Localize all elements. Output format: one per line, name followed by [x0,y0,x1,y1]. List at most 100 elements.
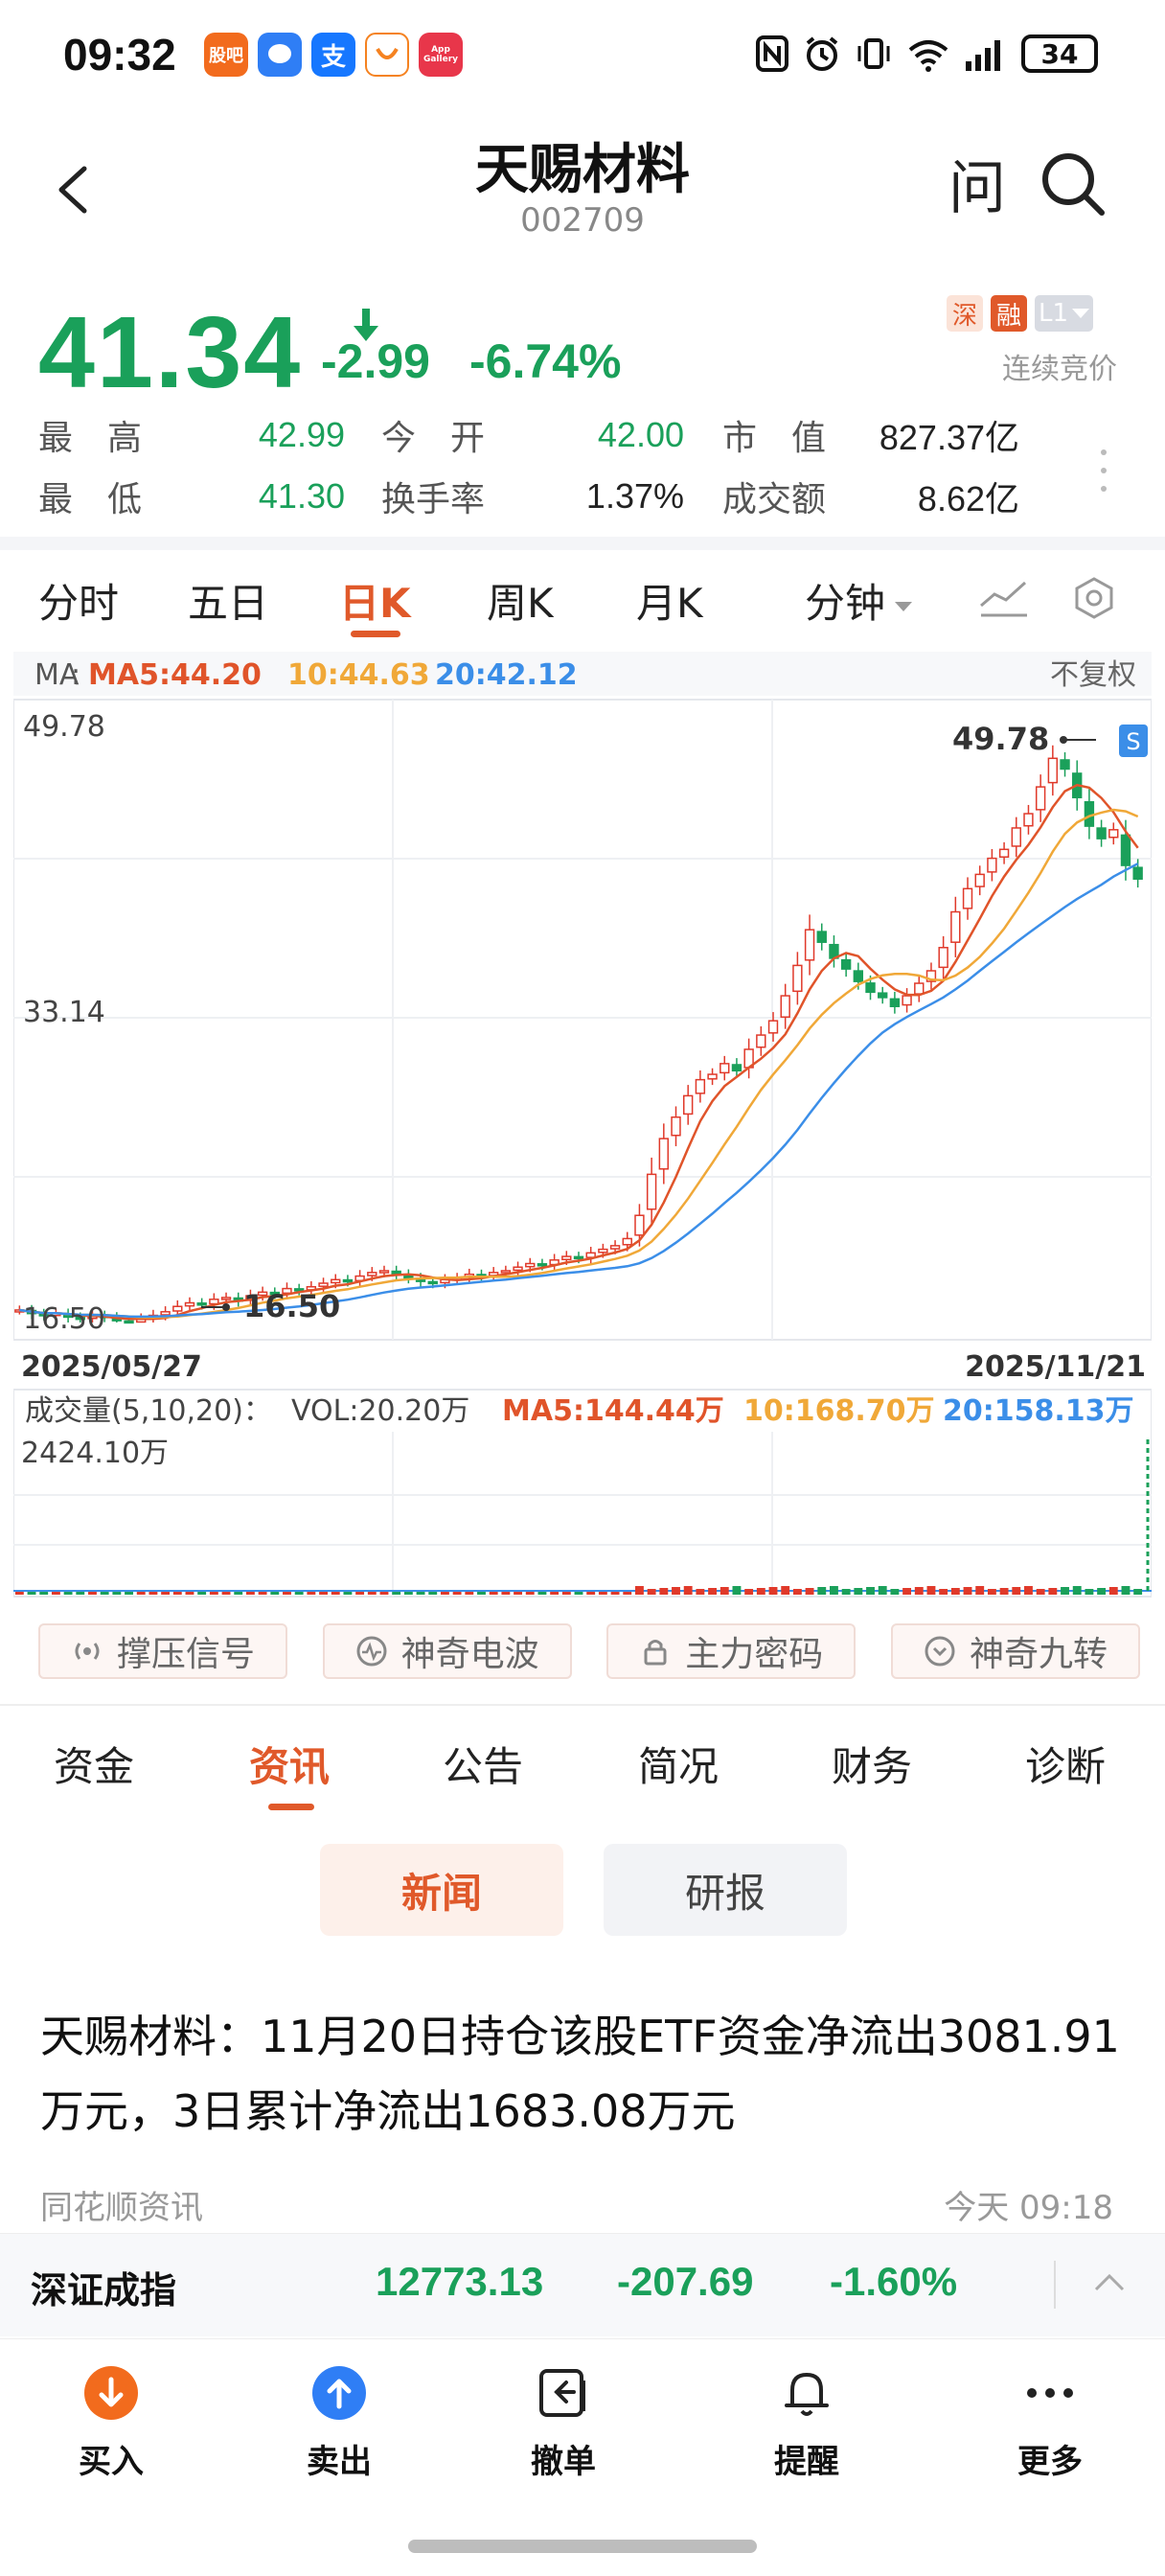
candle-body [622,1237,632,1246]
line-chart-icon[interactable] [977,577,1031,619]
tab-monthly-k[interactable]: 月K [636,580,703,627]
magic-nine-turn-button[interactable]: 神奇九转 [890,1623,1140,1679]
volume-bar [63,1592,73,1595]
volume-bar [598,1592,607,1595]
volume-bar [1012,1587,1021,1595]
index-ticker-bar[interactable]: 深证成指 12773.13 -207.69 -1.60% [0,2233,1165,2336]
candle-body [537,1263,548,1267]
main-force-code-button[interactable]: 主力密码 [606,1623,857,1679]
volume-bar [452,1592,462,1595]
volume-bar [355,1592,365,1595]
more-button[interactable]: 更多 [993,2364,1108,2482]
candle-body [342,1278,354,1283]
alert-button[interactable]: 提醒 [749,2364,864,2482]
volume-bar [792,1589,802,1595]
volume-bar [744,1589,754,1595]
volume-bar [403,1592,413,1595]
candle-body [902,995,912,1006]
shenzhen-badge: 深 [947,295,983,332]
candle-body [1060,759,1070,770]
bell-icon [778,2364,835,2422]
support-resistance-signal-button[interactable]: 撑压信号 [38,1623,287,1679]
adjust-label[interactable]: 不复权 [1050,658,1136,692]
tab-minute[interactable]: 分钟 [805,571,913,630]
candle-body [196,1302,207,1306]
back-button[interactable] [46,151,103,228]
volume-bar [866,1587,875,1595]
tab-intraday[interactable]: 分时 [38,580,120,627]
candle-body [938,947,948,969]
index-value: 12773.13 [376,2259,544,2304]
tab-weekly-k[interactable]: 周K [487,580,554,627]
signal-s-icon[interactable] [1119,724,1148,757]
candle-body [914,982,925,995]
volume-bar [999,1588,1009,1595]
tab-diagnosis[interactable]: 诊断 [1025,1743,1107,1790]
volume-bar [221,1592,231,1595]
candle-body [1023,813,1034,827]
candle-body [987,857,997,873]
tab-funds[interactable]: 资金 [54,1743,135,1790]
quote-panel: 41.34 -2.99 -6.74% 深 融 L1 连续竞价 最 高 42.99… [0,268,1165,537]
volume-bar [428,1592,438,1595]
tab-daily-k[interactable]: 日K [339,580,411,627]
news-subtab[interactable]: 新闻 [320,1844,563,1936]
candle-body [780,995,790,1018]
tab-announcements[interactable]: 公告 [443,1743,524,1790]
section-divider [0,1704,1165,1706]
kline-chart-svg[interactable]: MA : MA5:44.20 10:44.63 20:42.12 不复权 49.… [13,652,1152,1610]
candle-body [184,1301,195,1307]
volume-bar [379,1592,389,1595]
battery-indicator: 34 [1021,34,1098,73]
status-indicators: 34 [755,33,1098,75]
tab-profile[interactable]: 简况 [638,1743,720,1790]
volume-bar [14,1592,24,1595]
magic-wave-button[interactable]: 神奇电波 [322,1623,572,1679]
cancel-order-icon [535,2364,592,2422]
buy-button[interactable]: 买入 [54,2364,169,2482]
research-report-subtab[interactable]: 研报 [604,1844,847,1936]
volume-bar [817,1587,827,1595]
stat-market-cap: 827.37亿 [879,418,1019,457]
volume-bar [307,1592,316,1595]
cancel-order-button[interactable]: 撤单 [506,2364,621,2482]
candle-body [804,929,815,961]
volume-bar [768,1587,778,1595]
candle-body [925,970,937,982]
signal-s-glyph: S [1126,728,1140,755]
kline-chart[interactable]: MA : MA5:44.20 10:44.63 20:42.12 不复权 49.… [13,652,1152,1610]
tab-financials[interactable]: 财务 [832,1743,913,1790]
candle-body [720,1063,730,1074]
candle-body [573,1255,584,1260]
candle-body [124,1320,134,1324]
stat-low: 41.30 [258,476,345,516]
more-vertical-icon[interactable] [1100,447,1108,494]
tab-news-info[interactable]: 资讯 [249,1743,331,1790]
ask-button[interactable]: 问 [948,155,1006,222]
news-item-title[interactable]: 天赐材料：11月20日持仓该股ETF资金净流出3081.91万元，3日累计净流出… [40,2011,1120,2137]
search-button[interactable] [1037,148,1109,220]
chevron-down-icon [895,601,913,611]
high-marker-label: 49.78 [952,721,1049,757]
signal-icon [964,33,1008,75]
stats-row-1: 最 高 42.99 今 开 42.00 市 值 827.37亿 [38,410,1019,460]
info-tabs: 资金 资讯 公告 简况 财务 诊断 [0,1706,1165,1811]
volume-bar [1048,1588,1058,1595]
volume-bar [27,1592,36,1595]
vibrate-icon [855,33,893,75]
ma-legend-prefix: MA [34,658,80,692]
chevron-up-icon[interactable] [1092,2268,1127,2297]
sell-button[interactable]: 卖出 [282,2364,397,2482]
price-grid [13,700,1152,1340]
news-time: 今天 09:18 [944,2189,1113,2227]
tab-five-day[interactable]: 五日 [188,580,269,627]
search-icon [1042,153,1105,216]
home-indicator[interactable] [408,2540,757,2553]
stock-badges: 深 融 L1 [947,295,1094,332]
settings-hexagon-icon[interactable] [1071,575,1117,621]
candle-body [378,1270,390,1274]
status-app-icons: 股吧 支 App Gallery [204,33,463,77]
status-time: 09:32 [63,30,176,80]
candle-body [318,1282,329,1287]
level1-badge[interactable]: L1 [1035,295,1094,332]
